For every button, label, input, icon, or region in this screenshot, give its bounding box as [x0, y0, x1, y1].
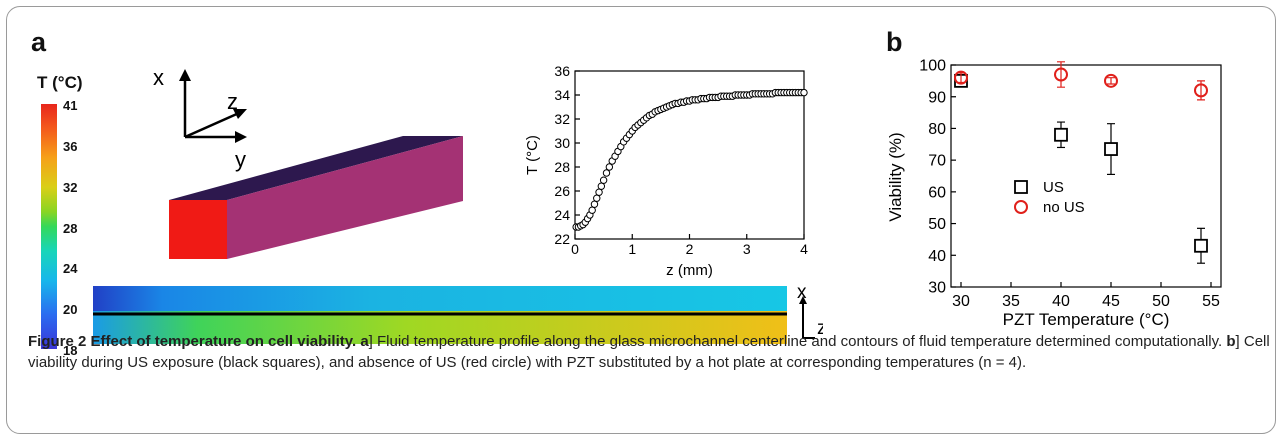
panel-label-b: b: [886, 27, 903, 57]
caption-title: Effect of temperature on cell viability.: [90, 333, 357, 350]
chart2-xlabel: PZT Temperature (°C): [1003, 310, 1170, 329]
chart2-data-point: [1104, 142, 1118, 156]
chart1-ytick-label: 24: [554, 207, 570, 223]
colorbar-tick-label: 18: [63, 343, 78, 358]
chart2-legend-marker: [1014, 200, 1028, 214]
chart2-data-point: [1054, 127, 1068, 142]
chart2-ytick-label: 30: [928, 280, 946, 297]
chart2-ytick-label: 90: [928, 89, 946, 106]
contour-x-label: x: [797, 286, 807, 303]
chart1-data-point: [599, 176, 608, 184]
chart2-xtick-label: 55: [1202, 293, 1220, 310]
caption-panel-a-label: a: [360, 333, 369, 350]
viability-chart: Viability (%) PZT Temperature (°C) 30 35 4…: [886, 58, 1222, 329]
caption-panel-b-label: b: [1226, 333, 1236, 350]
colorbar-title: T (°C): [37, 73, 83, 92]
chart1-ytick-label: 34: [554, 87, 570, 103]
chart2-data-point: [1054, 67, 1068, 82]
channel-3d-illustration: x z y: [153, 65, 463, 259]
chart2-ytick-label: 50: [928, 216, 946, 233]
chart1-xtick-label: 2: [686, 241, 694, 257]
chart1-data-point: [597, 182, 606, 190]
chart1-ytick-label: 36: [554, 63, 570, 79]
colorbar-tick-label: 28: [63, 221, 78, 236]
caption-figure-label: Figure 2: [28, 333, 87, 350]
colorbar-tick-label: 32: [63, 180, 78, 195]
contour-z-label: z: [817, 318, 823, 339]
chart1-data-point: [605, 163, 614, 171]
figure-frame: a b T (°C) 41 36 32 28 24 20 18 x z y: [6, 6, 1276, 434]
caption-panel-b-text: ] Cell viability during US exposure (bla…: [28, 333, 1270, 371]
temperature-contour: x z: [93, 286, 823, 344]
chart2-xtick-label: 30: [952, 293, 970, 310]
chart2-xtick-label: 45: [1102, 293, 1120, 310]
colorbar-tick-label: 36: [63, 139, 78, 154]
chart2-plot-frame: [950, 64, 1222, 288]
contour-upper: [93, 286, 787, 311]
chart1-ytick-label: 26: [554, 183, 570, 199]
chart1-xtick-label: 4: [800, 241, 808, 257]
channel-side-face: [227, 136, 463, 259]
chart1-xlabel: z (mm): [666, 262, 713, 279]
chart1-data-point: [590, 200, 599, 208]
chart2-data-point: [1194, 238, 1208, 253]
chart1-xtick-label: 0: [571, 241, 579, 257]
chart1-data-point: [602, 169, 611, 177]
chart2-data-point: [1104, 73, 1118, 88]
axis-x-label: x: [153, 65, 164, 90]
colorbar-tick-label: 24: [63, 261, 78, 276]
colorbar-tick-label: 20: [63, 302, 78, 317]
chart1-xtick-label: 1: [628, 241, 636, 257]
temperature-colorbar: [41, 104, 57, 349]
axis-z-label: z: [227, 89, 238, 114]
chart2-ytick-label: 100: [919, 58, 946, 75]
chart1-data-point: [588, 206, 596, 214]
contour-axis-icon: [799, 296, 815, 339]
chart2-ylabel: Viability (%): [886, 132, 905, 221]
chart2-xtick-label: 40: [1052, 293, 1070, 310]
chart1-xtick-label: 3: [743, 241, 751, 257]
chart1-ytick-label: 32: [554, 111, 570, 127]
channel-top-face: [169, 136, 463, 200]
chart2-ytick-label: 80: [928, 121, 946, 138]
axis-triad-icon: [179, 69, 247, 143]
chart1-ytick-label: 22: [554, 231, 570, 247]
chart2-legend-label: no US: [1043, 199, 1085, 216]
contour-lower: [93, 311, 787, 344]
chart2-ytick-label: 70: [928, 153, 946, 170]
chart1-ylabel: T (°C): [524, 135, 541, 175]
chart2-ytick-label: 40: [928, 248, 946, 265]
chart1-ytick-label: 28: [554, 159, 570, 175]
chart2-data-point: [1194, 83, 1208, 98]
chart2-ytick-label: 60: [928, 184, 946, 201]
chart2-data-point: [954, 70, 968, 85]
chart1-data-point: [595, 188, 603, 196]
caption-panel-a-text: ] Fluid temperature profile along the gl…: [368, 333, 1223, 350]
channel-inlet-face: [169, 200, 227, 259]
chart2-legend-label: US: [1043, 179, 1064, 196]
figure-caption: Figure 2 Effect of temperature on cell v…: [28, 331, 1273, 373]
chart2-legend-marker: [1014, 180, 1028, 194]
panel-label-a: a: [31, 27, 47, 57]
chart1-data-point: [800, 88, 808, 97]
colorbar-tick-label: 41: [63, 98, 78, 113]
chart1-ytick-label: 30: [554, 135, 570, 151]
axis-y-label: y: [235, 147, 246, 172]
chart2-xtick-label: 50: [1152, 293, 1170, 310]
chart2-xtick-label: 35: [1002, 293, 1020, 310]
chart1-data-point: [593, 194, 601, 202]
